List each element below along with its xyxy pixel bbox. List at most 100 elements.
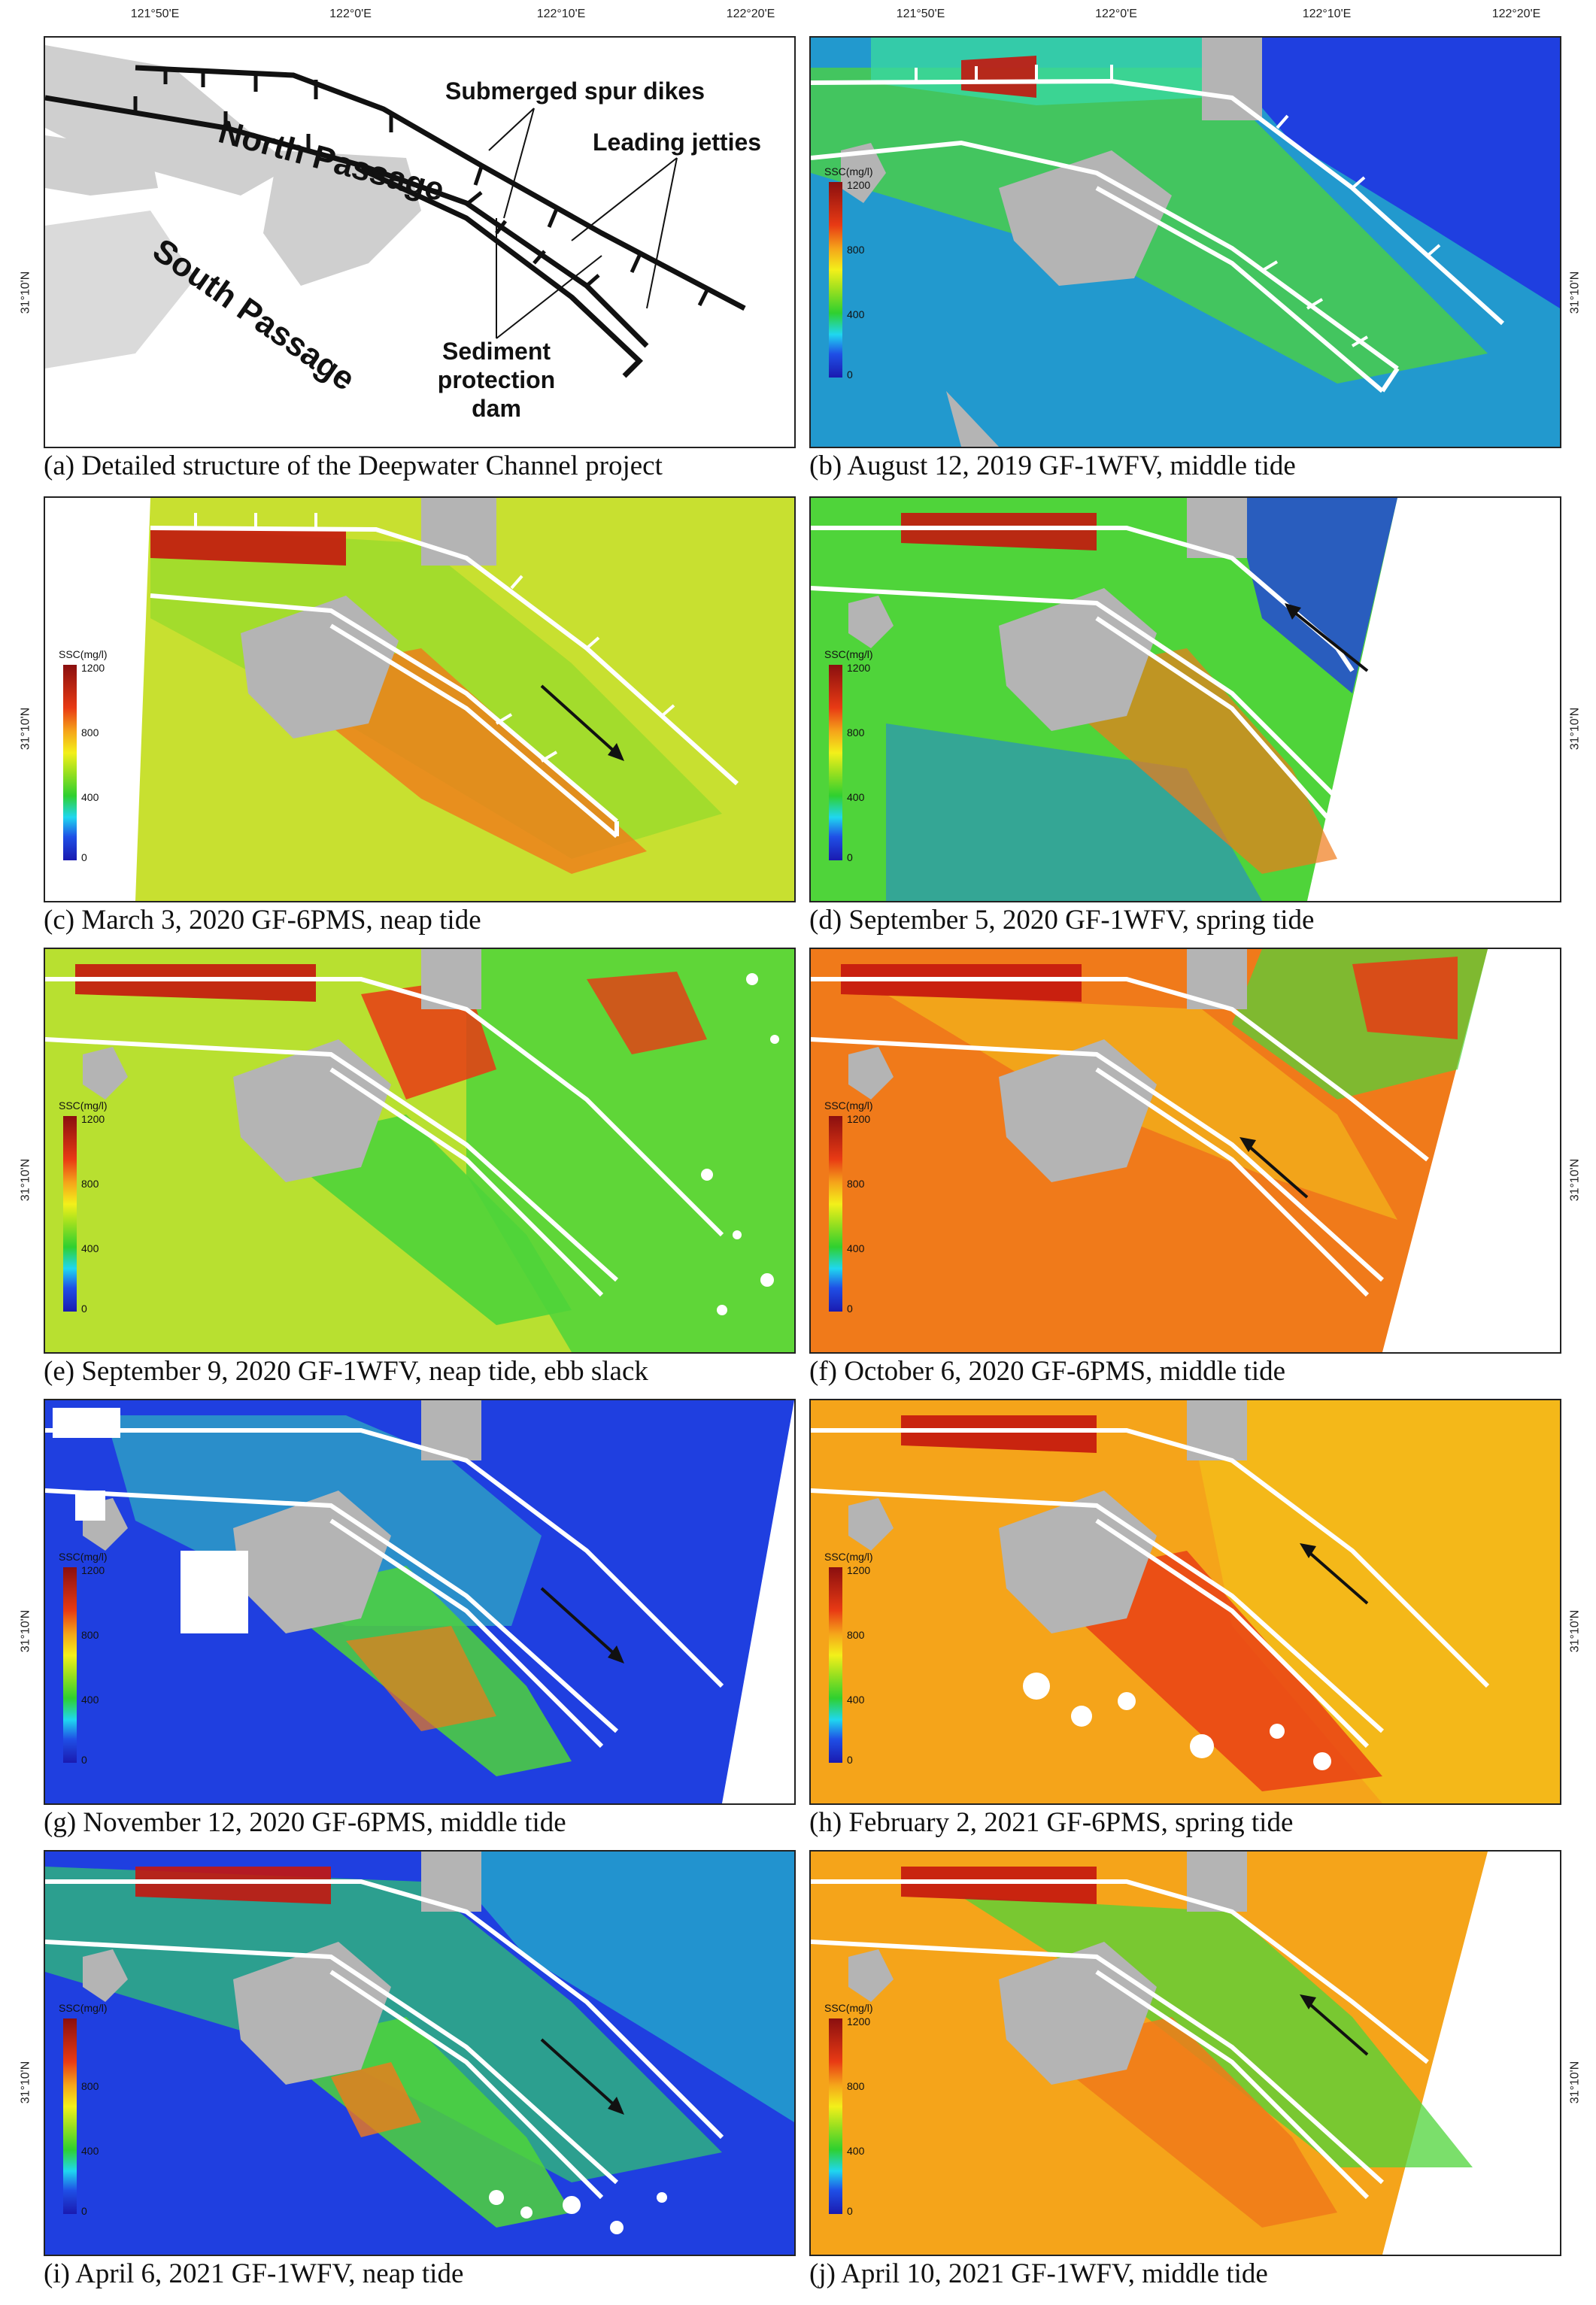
lat-label: 31°10'N	[19, 271, 32, 314]
legend-label: 1200	[81, 662, 105, 674]
legend-colorbar	[829, 665, 842, 860]
legend-label: 800	[847, 1178, 865, 1190]
lat-label: 31°10'N	[1568, 707, 1582, 751]
ssc-map-svg	[811, 498, 1560, 901]
ssc-map-svg	[45, 1852, 794, 2255]
lon-tick: 122°10'E	[536, 8, 586, 20]
ssc-map-svg	[45, 498, 794, 901]
legend-label: 800	[81, 1629, 99, 1641]
caption: (h) February 2, 2021 GF-6PMS, spring tid…	[809, 1807, 1294, 1838]
lon-ticks: 121°50'E 122°0'E 122°10'E 122°20'E	[809, 0, 1561, 33]
legend-label: 0	[81, 1303, 87, 1315]
legend-title: SSC(mg/l)	[824, 1099, 873, 1112]
lon-tick: 122°0'E	[1095, 8, 1137, 20]
legend-label: 800	[81, 726, 99, 739]
legend-title: SSC(mg/l)	[824, 1551, 873, 1563]
legend-colorbar	[829, 2018, 842, 2214]
legend-label: 400	[847, 2145, 865, 2157]
flow-direction-arrow-icon	[1246, 1143, 1309, 1199]
legend-label: 1200	[847, 662, 871, 674]
ssc-legend: SSC(mg/l) 1200 800 400 0	[824, 1551, 894, 1776]
legend-colorbar	[63, 1567, 77, 1763]
caption: (d) September 5, 2020 GF-1WFV, spring ti…	[809, 905, 1315, 936]
flow-direction-arrow-icon	[540, 2038, 618, 2109]
ssc-map: SSC(mg/l) 1200 800 400 0	[809, 36, 1561, 448]
lon-ticks: 121°50'E 122°0'E 122°10'E 122°20'E	[44, 0, 796, 33]
panel-i: 31°10'N SSC(mg/l)	[19, 1850, 796, 2301]
legend-colorbar	[63, 1116, 77, 1312]
legend-label: 0	[847, 851, 853, 863]
legend-title: SSC(mg/l)	[824, 648, 873, 660]
caption: (a) Detailed structure of the Deepwater …	[44, 450, 663, 481]
ssc-legend: SSC(mg/l) 1200 800 400 0	[824, 2002, 894, 2228]
panel-h: 31°10'N SSC(mg/l) 1200	[809, 1399, 1581, 1850]
lon-tick: 122°0'E	[329, 8, 372, 20]
legend-label: 400	[81, 2145, 99, 2157]
lon-tick: 121°50'E	[896, 8, 945, 20]
legend-colorbar	[829, 1567, 842, 1763]
panel-a: 121°50'E 122°0'E 122°10'E 122°20'E 31°10…	[19, 0, 796, 496]
ssc-legend: SSC(mg/l) 1200 800 400 0	[824, 1099, 894, 1325]
legend-colorbar	[63, 665, 77, 860]
legend-colorbar	[829, 182, 842, 378]
legend-label: 0	[81, 1754, 87, 1766]
leading-jetties-label: Leading jetties	[593, 129, 761, 156]
legend-label: 400	[81, 1694, 99, 1706]
lat-label: 31°10'N	[19, 707, 32, 751]
ssc-map: SSC(mg/l) 1200 800 400 0	[44, 1399, 796, 1805]
legend-label: 800	[847, 726, 865, 739]
legend-label: 800	[81, 2080, 99, 2092]
panel-d: 31°10'N SSC(mg/l) 1200 800 400	[809, 496, 1581, 948]
legend-label: 1200	[847, 179, 871, 191]
lon-tick: 121°50'E	[130, 8, 180, 20]
caption: (j) April 10, 2021 GF-1WFV, middle tide	[809, 2258, 1268, 2289]
schematic-map: North Passage South Passage Submerged sp…	[44, 36, 796, 448]
ssc-map-svg	[45, 1400, 794, 1803]
flow-direction-arrow-icon	[1306, 1549, 1369, 1605]
flow-direction-arrow-icon	[540, 684, 618, 755]
legend-title: SSC(mg/l)	[824, 2002, 873, 2014]
lat-label: 31°10'N	[1568, 1158, 1582, 1202]
legend-label: 800	[81, 1178, 99, 1190]
flow-direction-arrow-icon	[1306, 2000, 1369, 2056]
ssc-map: SSC(mg/l) 1200 800 400 0	[44, 948, 796, 1354]
legend-label: 400	[847, 791, 865, 803]
ssc-legend: SSC(mg/l) 1200 800 400 0	[59, 648, 128, 874]
legend-label: 0	[81, 2205, 87, 2217]
caption: (e) September 9, 2020 GF-1WFV, neap tide…	[44, 1356, 648, 1387]
panel-f: 31°10'N SSC(mg/l) 1200 800 400	[809, 948, 1581, 1399]
legend-label: 0	[847, 368, 853, 381]
ssc-map: SSC(mg/l) 1200 800 400 0	[809, 1850, 1561, 2256]
lon-tick: 122°10'E	[1302, 8, 1352, 20]
lat-label: 31°10'N	[1568, 271, 1582, 314]
lon-tick: 122°20'E	[1491, 8, 1541, 20]
legend-label: 1200	[81, 1564, 105, 1576]
legend-label: 1200	[847, 1564, 871, 1576]
lat-label: 31°10'N	[1568, 1609, 1582, 1653]
ssc-map-svg	[811, 38, 1560, 447]
flow-direction-arrow-icon	[1291, 609, 1369, 672]
dam-label-2: protection	[438, 366, 555, 393]
legend-label: 400	[847, 1694, 865, 1706]
legend-title: SSC(mg/l)	[59, 2002, 108, 2014]
ssc-legend: SSC(mg/l) 800 400 0	[59, 2002, 128, 2228]
ssc-legend: SSC(mg/l) 1200 800 400 0	[824, 165, 894, 391]
legend-label: 1200	[847, 2015, 871, 2027]
ssc-legend: SSC(mg/l) 1200 800 400 0	[824, 648, 894, 874]
ssc-map: SSC(mg/l) 800 400 0	[44, 1850, 796, 2256]
panel-e: 31°10'N SSC(mg/l) 1200	[19, 948, 796, 1399]
panel-g: 31°10'N SSC(mg/l) 12	[19, 1399, 796, 1850]
lat-label: 31°10'N	[19, 1158, 32, 1202]
ssc-map-svg	[811, 1852, 1560, 2255]
legend-label: 0	[847, 1754, 853, 1766]
flow-direction-arrow-icon	[540, 1587, 618, 1657]
legend-label: 0	[847, 2205, 853, 2217]
ssc-map-svg	[811, 949, 1560, 1352]
legend-title: SSC(mg/l)	[59, 648, 108, 660]
legend-label: 800	[847, 1629, 865, 1641]
lat-label: 31°10'N	[1568, 2061, 1582, 2104]
ssc-map: SSC(mg/l) 1200 800 400 0	[809, 1399, 1561, 1805]
legend-label: 0	[847, 1303, 853, 1315]
legend-label: 400	[847, 308, 865, 320]
legend-label: 800	[847, 2080, 865, 2092]
